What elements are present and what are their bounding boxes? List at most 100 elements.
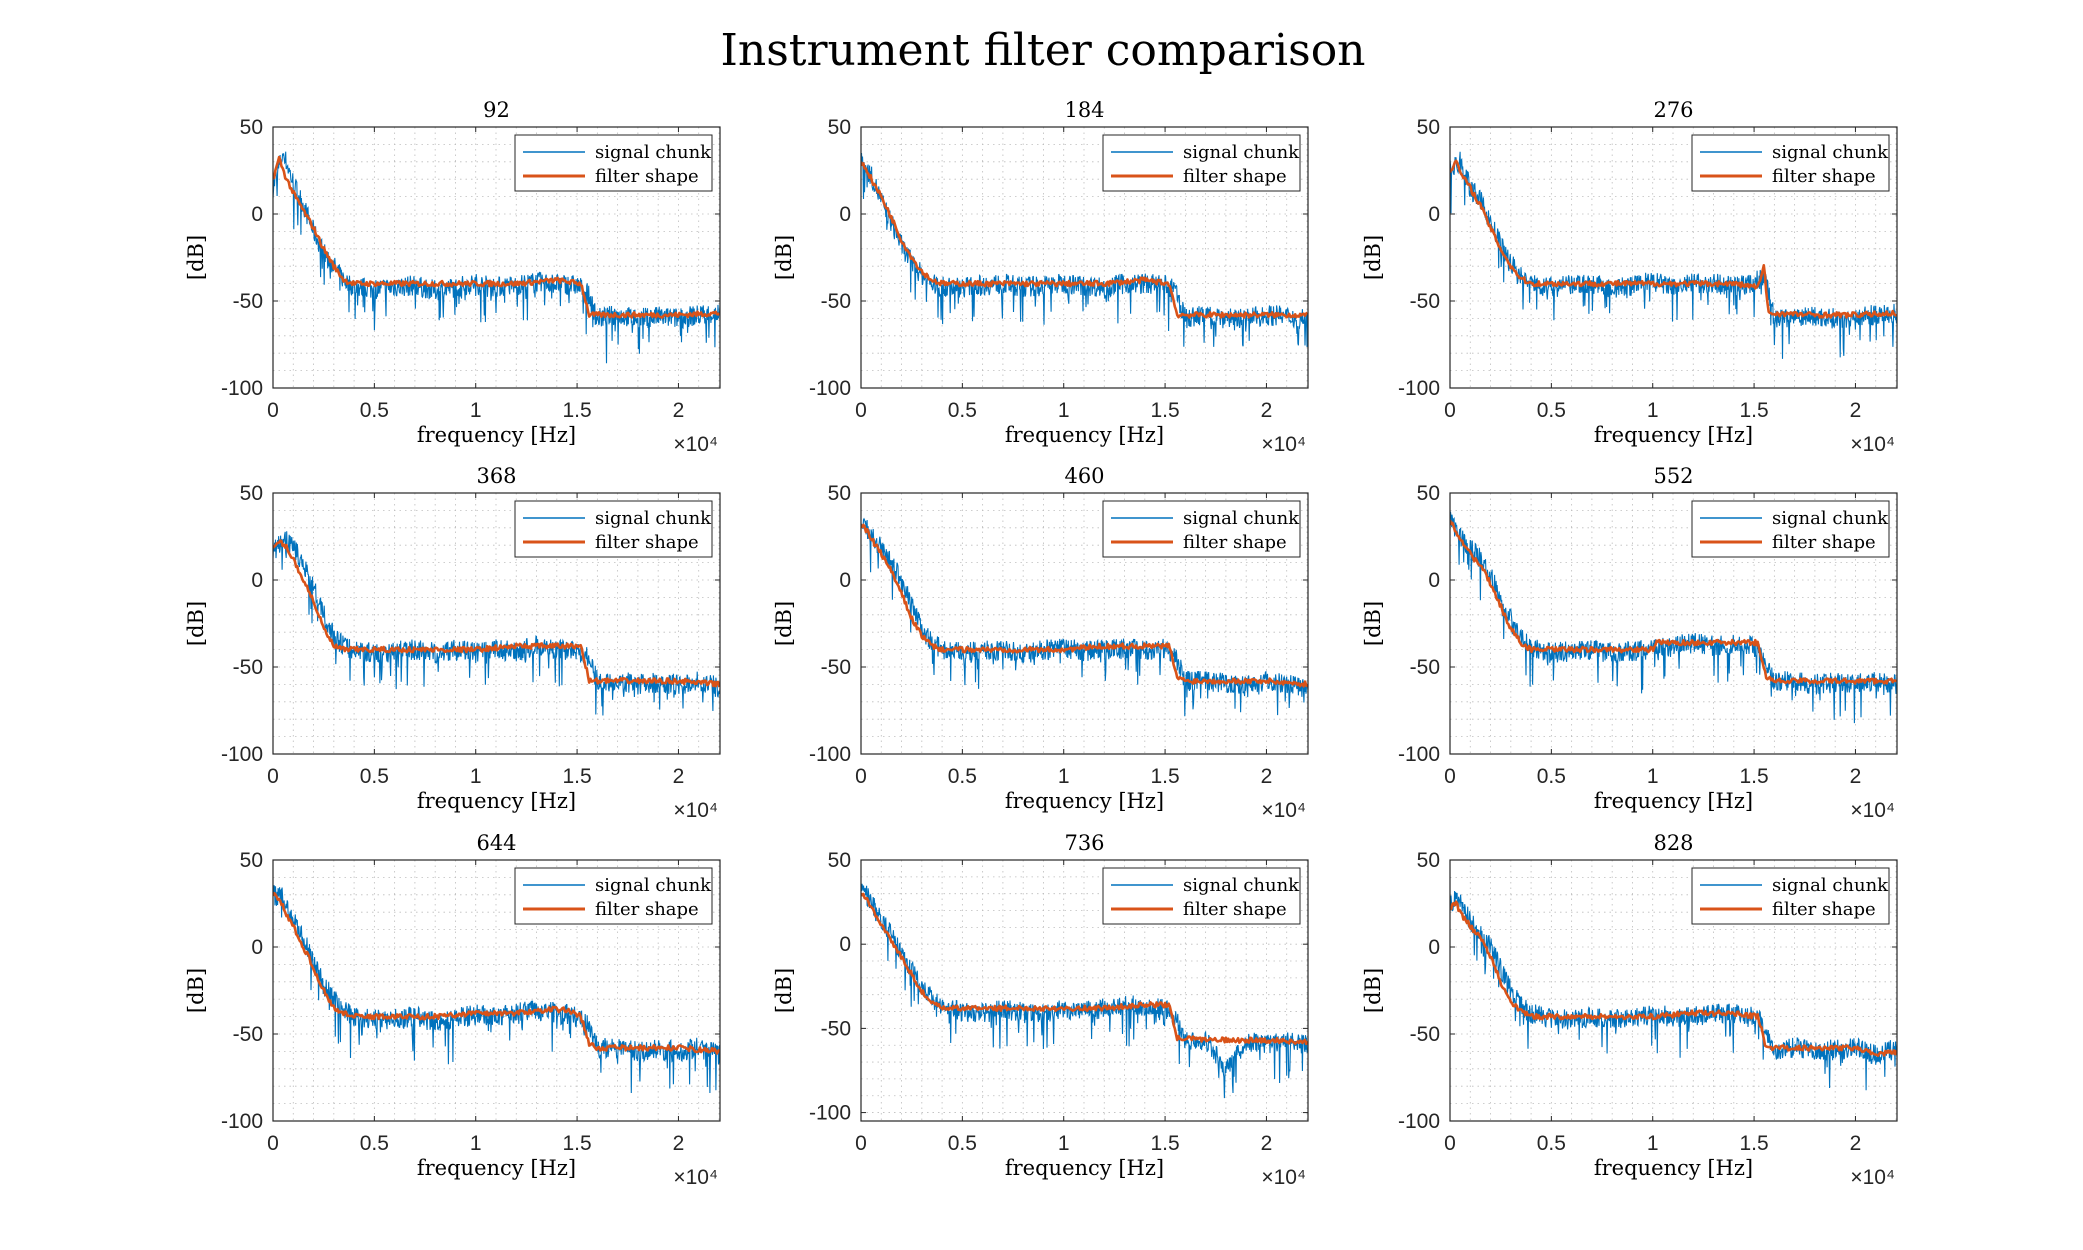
y-tick-label: 0 [251, 936, 263, 959]
legend-label: filter shape [1772, 532, 1876, 553]
legend-box [514, 134, 713, 192]
x-tick-label: 1 [470, 1132, 482, 1155]
x-exponent-label: ×10⁴ [1850, 1166, 1895, 1189]
x-axis-label: frequency [Hz] [1005, 1156, 1164, 1180]
y-tick-label: 0 [1428, 569, 1440, 592]
y-tick-label: -50 [821, 656, 851, 679]
y-tick-label: 50 [240, 116, 263, 139]
x-axis-label: frequency [Hz] [1594, 789, 1753, 813]
subplot-grid: 0 0.5 1 1.5 2 -100 -50 0 50 ×10⁴ 92 frequency [Hz] [… [184, 98, 1898, 1189]
x-tick-label: 0 [855, 399, 867, 422]
x-exponent-label: ×10⁴ [1261, 799, 1306, 822]
y-tick-label: -100 [221, 377, 263, 400]
subplot-title: 92 [483, 98, 510, 122]
legend-box [1102, 867, 1301, 925]
legend: signal chunk filter shape [514, 500, 713, 558]
series-signal-chunk [1450, 890, 1897, 1091]
subplot-736: 0 0.5 1 1.5 2 -100 -50 0 50 ×10⁴ 736 frequency [Hz]… [772, 831, 1309, 1189]
legend-box [1691, 867, 1890, 925]
x-exponent-label: ×10⁴ [673, 1166, 718, 1189]
x-axis-label: frequency [Hz] [1594, 423, 1753, 447]
y-tick-label: 50 [828, 482, 851, 505]
x-tick-label: 1.5 [1150, 1132, 1179, 1155]
series-signal-chunk [861, 883, 1308, 1099]
x-axis-label: frequency [Hz] [1005, 423, 1164, 447]
y-tick-label: 50 [240, 849, 263, 872]
x-tick-label: 0 [855, 765, 867, 788]
legend: signal chunk filter shape [514, 134, 713, 192]
y-tick-label: 0 [839, 203, 851, 226]
series-signal-chunk [861, 152, 1308, 347]
y-tick-label: 50 [1417, 116, 1440, 139]
legend-label: signal chunk [1183, 142, 1300, 163]
legend-label: filter shape [595, 166, 699, 187]
y-tick-label: -50 [1410, 290, 1440, 313]
y-tick-label: -50 [821, 290, 851, 313]
x-tick-label: 2 [673, 1132, 685, 1155]
axes-box [272, 859, 721, 1122]
x-exponent-label: ×10⁴ [673, 433, 718, 456]
x-tick-label: 2 [673, 399, 685, 422]
x-tick-label: 1.5 [562, 1132, 591, 1155]
legend: signal chunk filter shape [1102, 867, 1301, 925]
legend-box [514, 500, 713, 558]
legend-label: signal chunk [595, 142, 712, 163]
legend: signal chunk filter shape [1102, 134, 1301, 192]
y-tick-label: 0 [251, 203, 263, 226]
x-tick-label: 0 [1444, 1132, 1456, 1155]
axes-box [1449, 126, 1898, 389]
legend: signal chunk filter shape [1691, 867, 1890, 925]
x-exponent-label: ×10⁴ [1261, 433, 1306, 456]
x-tick-label: 0 [267, 765, 279, 788]
series-filter-shape [861, 892, 1308, 1046]
x-tick-label: 0 [855, 1132, 867, 1155]
x-tick-label: 1.5 [1739, 765, 1768, 788]
x-tick-label: 1 [1647, 399, 1659, 422]
y-tick-label: -100 [809, 1102, 851, 1125]
legend-label: filter shape [595, 532, 699, 553]
legend-box [1102, 134, 1301, 192]
legend-box [1102, 500, 1301, 558]
legend-label: signal chunk [1183, 508, 1300, 529]
x-tick-label: 0.5 [1537, 1132, 1566, 1155]
subplot-92: 0 0.5 1 1.5 2 -100 -50 0 50 ×10⁴ 92 frequency [Hz] [… [184, 98, 721, 456]
x-tick-label: 1 [1058, 399, 1070, 422]
x-axis-label: frequency [Hz] [417, 423, 576, 447]
legend-label: filter shape [1772, 899, 1876, 920]
subplot-title: 644 [476, 831, 516, 855]
series-signal-chunk [273, 151, 720, 364]
x-tick-label: 1.5 [562, 765, 591, 788]
legend: signal chunk filter shape [1691, 134, 1890, 192]
x-tick-label: 0.5 [1537, 399, 1566, 422]
subplot-276: 0 0.5 1 1.5 2 -100 -50 0 50 ×10⁴ 276 frequency [Hz]… [1361, 98, 1898, 456]
legend-label: filter shape [1183, 166, 1287, 187]
legend: signal chunk filter shape [514, 867, 713, 925]
series-filter-shape [273, 891, 720, 1055]
axes-box [860, 492, 1309, 755]
y-axis-label: [dB] [1361, 601, 1385, 646]
y-tick-label: -100 [221, 1110, 263, 1133]
legend-label: signal chunk [1772, 875, 1889, 896]
legend-label: filter shape [1183, 532, 1287, 553]
x-tick-label: 2 [1261, 765, 1273, 788]
x-exponent-label: ×10⁴ [673, 799, 718, 822]
x-tick-label: 1.5 [1739, 399, 1768, 422]
series-filter-shape [1450, 519, 1897, 685]
x-tick-label: 1 [1647, 765, 1659, 788]
x-tick-label: 1.5 [562, 399, 591, 422]
subplot-title: 368 [476, 464, 516, 488]
x-exponent-label: ×10⁴ [1850, 799, 1895, 822]
series-filter-shape [273, 155, 720, 319]
y-tick-label: -50 [233, 290, 263, 313]
x-tick-label: 1 [470, 399, 482, 422]
y-tick-label: -50 [1410, 1023, 1440, 1046]
y-tick-label: 50 [828, 116, 851, 139]
y-axis-label: [dB] [184, 235, 208, 280]
legend-box [514, 867, 713, 925]
x-tick-label: 0.5 [360, 399, 389, 422]
legend: signal chunk filter shape [1691, 500, 1890, 558]
series-filter-shape [1450, 159, 1897, 319]
y-tick-label: 0 [839, 933, 851, 956]
axes-box [272, 126, 721, 389]
